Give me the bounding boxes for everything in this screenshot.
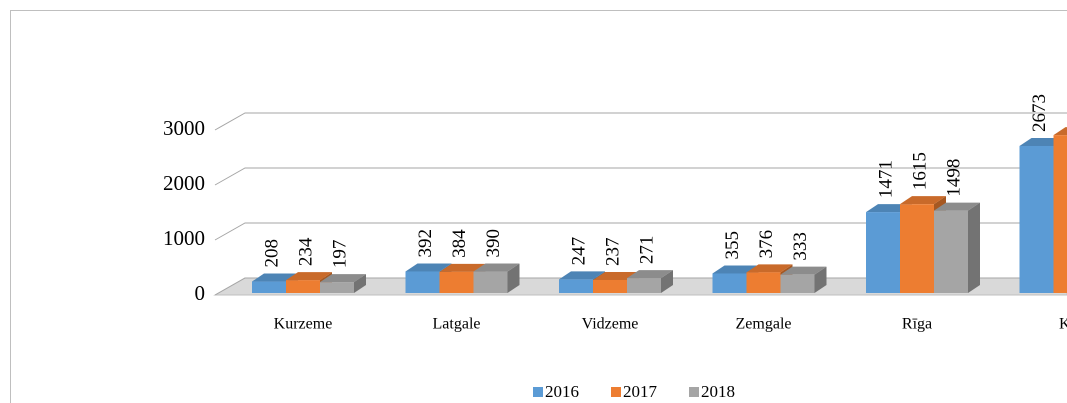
value-label: 390: [483, 229, 504, 258]
bar-top: [320, 274, 366, 283]
legend-label: 2017: [623, 382, 658, 401]
bar-top: [559, 271, 605, 280]
value-label: 392: [415, 229, 436, 258]
value-label: 333: [790, 232, 811, 261]
bar: [286, 280, 320, 293]
y-tick-label: 2000: [163, 171, 205, 195]
bar: [252, 281, 286, 293]
bar: [559, 279, 593, 293]
bar: [473, 271, 508, 293]
bar-top: [900, 196, 946, 205]
x-tick-label: Vidzeme: [582, 316, 639, 333]
value-label: 237: [602, 237, 623, 266]
x-tick-label: KO: [1059, 316, 1067, 333]
value-label: 197: [329, 240, 350, 269]
value-label: 1498: [943, 159, 964, 197]
value-label: 1615: [909, 152, 930, 190]
x-tick-label: Rīga: [902, 316, 932, 333]
value-label: 2673: [1029, 94, 1050, 132]
bar: [627, 278, 661, 293]
bar-side: [814, 266, 827, 293]
bar-side: [661, 270, 673, 293]
y-tick-label: 0: [195, 281, 206, 305]
value-label: 271: [636, 236, 657, 265]
value-label: 234: [295, 237, 316, 266]
bar-side: [507, 263, 520, 293]
bar: [320, 282, 354, 293]
y-tick-label: 1000: [163, 226, 205, 250]
x-tick-label: Kurzeme: [274, 316, 333, 333]
bar-top: [1053, 127, 1067, 136]
bar-top: [934, 202, 980, 211]
bar-top: [252, 273, 298, 282]
value-label: 376: [756, 230, 777, 259]
value-label: 247: [568, 237, 589, 266]
legend-swatch: [611, 387, 621, 397]
bar-top: [439, 263, 486, 272]
bar-side: [968, 202, 980, 293]
bar-side: [354, 274, 366, 293]
bar: [900, 204, 934, 293]
bar-top: [746, 264, 793, 273]
bar: [405, 271, 440, 293]
bar: [1053, 135, 1067, 293]
bar-top: [627, 270, 673, 279]
bar: [746, 272, 781, 293]
bar: [866, 212, 900, 293]
bar-top: [405, 263, 452, 272]
value-label: 1471: [875, 160, 896, 198]
legend-label: 2016: [545, 382, 579, 401]
bar: [934, 210, 968, 293]
value-label: 355: [722, 231, 743, 260]
y-tick-label: 3000: [163, 116, 205, 140]
x-tick-label: Zemgale: [736, 316, 792, 333]
bar: [712, 273, 747, 293]
value-label: 384: [449, 229, 470, 258]
grid-line: [214, 222, 1067, 241]
grid-line: [214, 167, 1067, 186]
bar-top: [286, 272, 332, 281]
legend-label: 2018: [701, 382, 735, 401]
chart-frame: [10, 10, 1067, 403]
bar: [780, 274, 815, 293]
bar-top: [780, 266, 827, 275]
legend-swatch: [533, 387, 543, 397]
bar-top: [473, 263, 520, 272]
value-label: 208: [261, 239, 282, 268]
grid-line: [214, 112, 1067, 131]
bar: [1019, 145, 1054, 293]
bar-top: [712, 265, 759, 274]
x-tick-label: Latgale: [433, 316, 481, 333]
legend-swatch: [689, 387, 699, 397]
bar: [593, 279, 627, 293]
bar: [439, 271, 474, 293]
